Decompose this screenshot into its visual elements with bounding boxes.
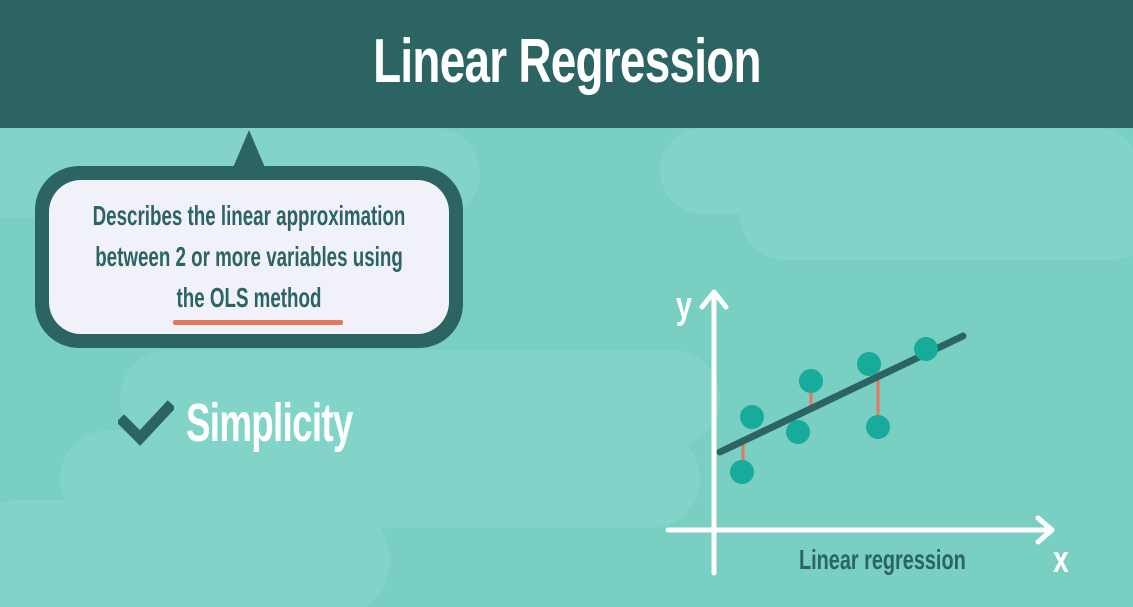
y-axis-arrowhead [699,289,729,310]
y-axis-label: y [676,285,692,327]
data-point [730,460,754,484]
definition-line-1: Describes the linear approximation [92,199,406,231]
data-point [857,352,881,376]
speech-bubble-pointer [232,130,266,170]
definition-speech-bubble: Describes the linear approximation betwe… [35,166,463,348]
regression-diagram: y x Linear regression [665,285,1069,581]
x-axis-label: x [1053,539,1069,581]
simplicity-label: Simplicity [186,393,353,453]
x-axis-arrowhead [1035,515,1055,545]
ols-underline [173,320,343,325]
header-bar: Linear Regression [0,0,1133,128]
data-point [740,405,764,429]
definition-text: Describes the linear approximation betwe… [61,195,436,318]
definition-line-3: the OLS method [176,281,322,313]
diagram-caption: Linear regression [799,545,966,576]
definition-line-2: between 2 or more variables using [95,240,403,272]
data-point [799,369,823,393]
data-point [866,415,890,439]
checkmark-icon [118,400,174,446]
data-point [786,420,810,444]
data-point [914,337,938,361]
speech-bubble-body: Describes the linear approximation betwe… [49,180,449,334]
page-title: Linear Regression [372,26,761,96]
